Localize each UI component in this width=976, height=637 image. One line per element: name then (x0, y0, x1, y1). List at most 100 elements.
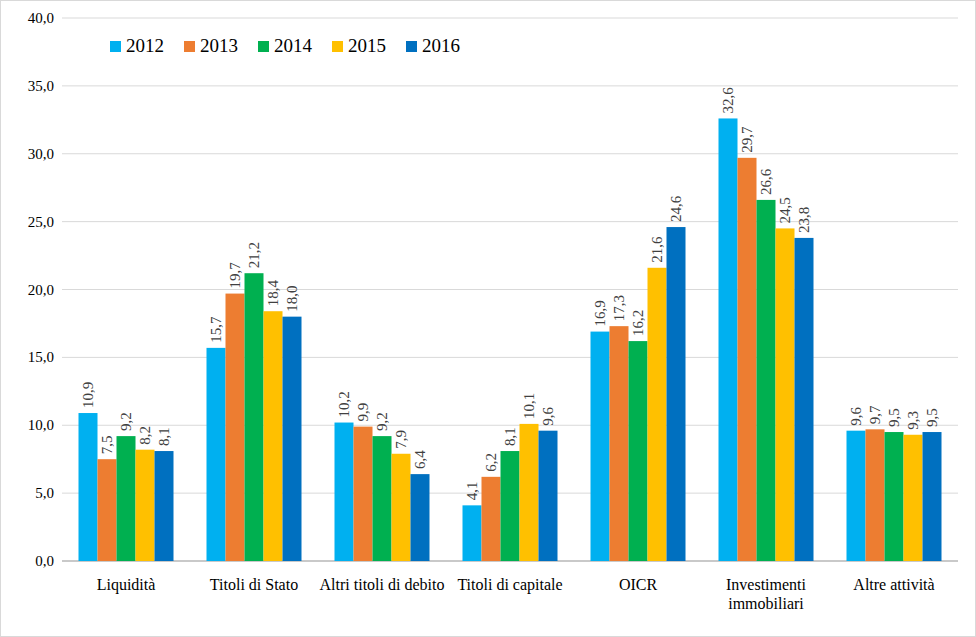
grid-line (62, 85, 958, 86)
bar (136, 450, 155, 561)
x-tick-label: Titoli di capitale (457, 576, 562, 594)
data-label: 9,2 (118, 412, 134, 431)
bar (923, 432, 942, 561)
bar (98, 459, 117, 561)
data-label: 4,1 (464, 482, 480, 501)
background (1, 1, 976, 637)
y-tick-label: 25,0 (28, 214, 54, 230)
data-label: 17,3 (611, 295, 627, 321)
bar (539, 431, 558, 561)
y-tick-label: 15,0 (28, 349, 54, 365)
data-label: 8,2 (137, 426, 153, 445)
bar (207, 348, 226, 561)
bar (795, 238, 814, 561)
data-label: 10,9 (80, 382, 96, 408)
bar (501, 451, 520, 561)
legend-label: 2013 (200, 35, 238, 56)
x-tick-label-line: Altri titoli di debito (320, 576, 445, 593)
grid-line (62, 153, 958, 154)
data-label: 8,1 (502, 427, 518, 446)
data-label: 15,7 (208, 316, 224, 343)
legend-swatch (184, 41, 195, 52)
data-label: 9,2 (374, 412, 390, 431)
bar (392, 454, 411, 561)
y-tick-label: 35,0 (28, 78, 54, 94)
data-label: 7,5 (99, 435, 115, 454)
bar (79, 413, 98, 561)
y-tick-label: 10,0 (28, 417, 54, 433)
y-tick-label: 20,0 (28, 282, 54, 298)
legend-swatch (258, 41, 269, 52)
legend-swatch (406, 41, 417, 52)
bar (591, 332, 610, 561)
bar (866, 429, 885, 561)
grid-line (62, 18, 958, 19)
x-tick-label: OICR (619, 576, 658, 593)
bar (757, 200, 776, 561)
data-label: 18,4 (265, 279, 281, 306)
data-label: 9,7 (867, 405, 883, 424)
y-tick-label: 0,0 (35, 553, 54, 569)
grid (62, 18, 958, 561)
bar (354, 427, 373, 561)
bar (738, 158, 757, 561)
x-tick-label-line: Altre attività (853, 576, 934, 593)
data-label: 10,2 (336, 391, 352, 417)
data-label: 9,9 (355, 403, 371, 422)
data-label: 19,7 (227, 262, 243, 289)
y-tick-label: 5,0 (35, 485, 54, 501)
data-label: 6,4 (412, 450, 428, 469)
x-tick-label: Altri titoli di debito (320, 576, 445, 593)
x-tick-label-line: Titoli di Stato (210, 576, 298, 593)
bar (463, 505, 482, 561)
legend-label: 2016 (422, 35, 460, 56)
bar (335, 423, 354, 561)
x-tick-label-line: Titoli di capitale (457, 576, 562, 594)
bar (610, 326, 629, 561)
bar (117, 436, 136, 561)
data-label: 9,6 (848, 406, 864, 425)
data-labels: 10,915,710,24,116,932,69,67,519,79,96,21… (80, 87, 940, 501)
data-label: 21,6 (649, 236, 665, 263)
data-label: 9,3 (905, 411, 921, 430)
y-tick-label: 30,0 (28, 146, 54, 162)
bar (904, 435, 923, 561)
x-tick-label: Liquidità (97, 576, 156, 594)
bar (283, 317, 302, 561)
data-label: 26,6 (758, 168, 774, 195)
data-label: 24,6 (668, 195, 684, 222)
data-label: 18,0 (284, 285, 300, 311)
grid-line (62, 289, 958, 290)
bar (520, 424, 539, 561)
legend: 20122013201420152016 (110, 35, 460, 56)
chart: 0,0 5,0 10,0 15,0 20,0 25,0 30,0 35,0 40,0 10,9 15… (0, 0, 976, 637)
bar (667, 227, 686, 561)
x-tick-label-line: OICR (619, 576, 658, 593)
bar (245, 273, 264, 561)
bar (264, 311, 283, 561)
bar (847, 431, 866, 561)
data-label: 24,5 (777, 197, 793, 223)
data-label: 8,1 (156, 427, 172, 446)
grid-line (62, 357, 958, 358)
data-label: 7,9 (393, 430, 409, 449)
bar (411, 474, 430, 561)
bars (79, 118, 942, 561)
y-tick-label: 40,0 (28, 10, 54, 26)
x-tick-label-line: Liquidità (97, 576, 156, 594)
bar (155, 451, 174, 561)
bar (776, 228, 795, 561)
data-label: 16,9 (592, 300, 608, 326)
data-label: 10,1 (521, 393, 537, 419)
bar (226, 294, 245, 561)
legend-label: 2012 (126, 35, 164, 56)
x-tick-label-line: Investimenti (726, 576, 807, 593)
x-tick-label-line: immobiliari (728, 595, 804, 612)
data-label: 23,8 (796, 207, 812, 233)
data-label: 6,2 (483, 453, 499, 472)
legend-swatch (110, 41, 121, 52)
bar (885, 432, 904, 561)
data-label: 9,6 (540, 406, 556, 425)
bar (482, 477, 501, 561)
data-label: 21,2 (246, 242, 262, 268)
